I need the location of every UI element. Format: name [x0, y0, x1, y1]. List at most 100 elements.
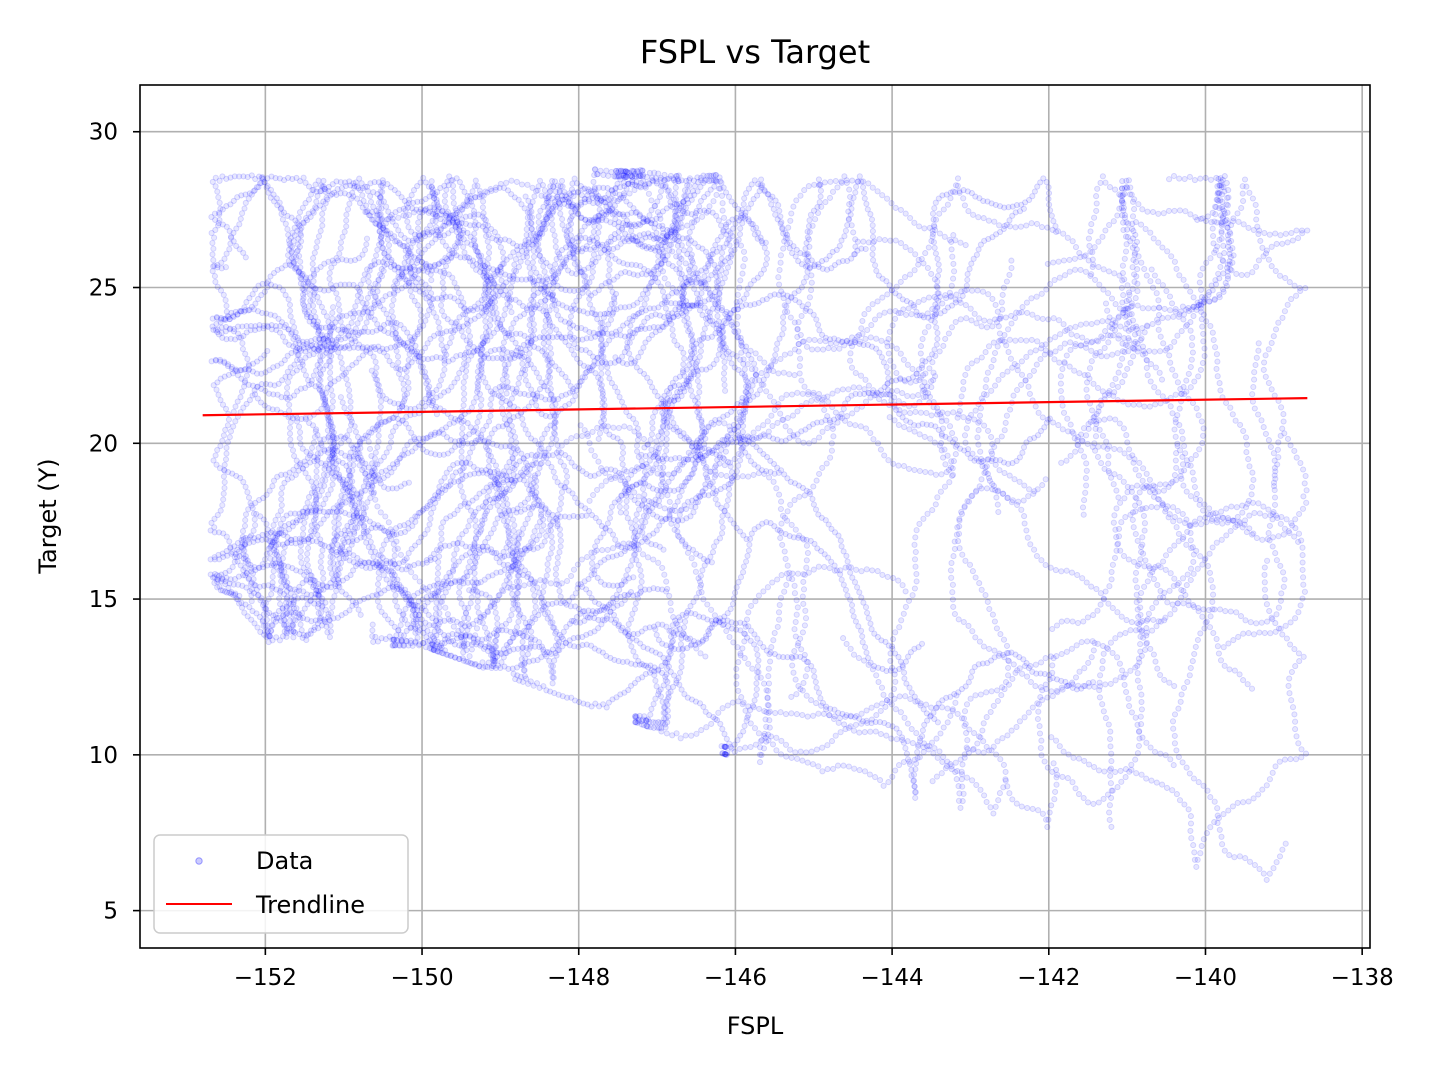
data-point [741, 256, 748, 263]
data-point [996, 222, 1003, 229]
data-point [376, 562, 383, 569]
data-point [742, 631, 749, 638]
data-point [740, 263, 747, 270]
data-point [450, 562, 458, 569]
data-point [680, 198, 687, 205]
data-point [1116, 420, 1123, 427]
data-point [365, 544, 372, 551]
data-point [905, 597, 913, 604]
data-point [495, 495, 502, 502]
data-point [492, 520, 499, 527]
data-point [496, 485, 503, 492]
data-point [872, 728, 879, 735]
data-point [358, 500, 365, 507]
data-point [296, 435, 303, 442]
data-point [225, 416, 232, 423]
data-point [770, 478, 777, 485]
data-point [401, 522, 408, 529]
data-point [1105, 339, 1112, 346]
data-point [586, 440, 593, 447]
data-point [1246, 512, 1253, 519]
data-point [1141, 520, 1148, 527]
data-point [805, 183, 812, 190]
data-point [930, 377, 937, 384]
data-point [525, 356, 532, 363]
data-point [491, 479, 498, 486]
data-point [721, 507, 728, 514]
data-point [782, 423, 789, 430]
data-point [1146, 403, 1153, 410]
data-point [718, 518, 725, 525]
data-point [1194, 565, 1201, 572]
data-point [748, 366, 755, 373]
data-point [317, 558, 324, 565]
data-point [348, 421, 355, 428]
data-point [360, 511, 368, 518]
data-point [1177, 698, 1184, 705]
data-point [788, 754, 795, 761]
data-point [858, 325, 865, 332]
data-point [549, 221, 556, 228]
data-point [899, 390, 906, 397]
data-point [415, 509, 422, 517]
data-point [1083, 432, 1090, 439]
data-point [376, 603, 383, 610]
data-point [675, 248, 682, 255]
data-point [1112, 416, 1119, 423]
data-point [1117, 631, 1124, 638]
data-point [569, 180, 576, 187]
data-point [422, 619, 429, 626]
data-point [1078, 639, 1085, 646]
data-point [769, 579, 776, 586]
data-point [800, 586, 808, 593]
data-point [878, 337, 885, 344]
data-point [1138, 691, 1145, 698]
data-point [1232, 417, 1239, 424]
data-points [207, 166, 1311, 883]
data-point [1060, 230, 1067, 237]
data-point [920, 748, 927, 756]
data-point [484, 647, 492, 655]
data-point [1068, 645, 1075, 652]
data-point [339, 399, 346, 406]
data-point [615, 658, 622, 665]
data-point [766, 474, 773, 481]
data-point [352, 325, 359, 332]
data-point [849, 410, 856, 417]
data-point [549, 544, 556, 552]
data-point [688, 331, 695, 338]
data-point [460, 642, 467, 649]
data-point [1043, 179, 1050, 186]
data-point [1299, 552, 1306, 559]
data-point [1147, 645, 1154, 652]
data-point [960, 195, 967, 202]
data-point [1097, 672, 1104, 679]
data-point [438, 585, 445, 592]
data-point [451, 478, 458, 485]
data-point [378, 546, 386, 553]
data-point [936, 748, 943, 755]
data-point [679, 652, 686, 659]
data-point [792, 676, 799, 683]
data-point [432, 492, 439, 499]
data-point [994, 697, 1001, 705]
data-point [1140, 512, 1147, 519]
data-point [767, 393, 774, 400]
data-point [685, 436, 692, 443]
data-point [713, 451, 720, 458]
data-point [297, 621, 304, 628]
data-point [1219, 520, 1226, 527]
data-point [518, 563, 525, 570]
data-point [270, 522, 277, 529]
data-point [865, 306, 872, 313]
data-point [998, 692, 1005, 699]
data-point [1100, 795, 1107, 802]
data-point [331, 464, 338, 471]
data-point [286, 401, 293, 408]
data-point [806, 336, 813, 343]
data-point [534, 302, 541, 309]
data-point [734, 474, 741, 481]
data-point [485, 635, 492, 642]
data-point [589, 257, 596, 264]
data-point [1196, 279, 1203, 286]
